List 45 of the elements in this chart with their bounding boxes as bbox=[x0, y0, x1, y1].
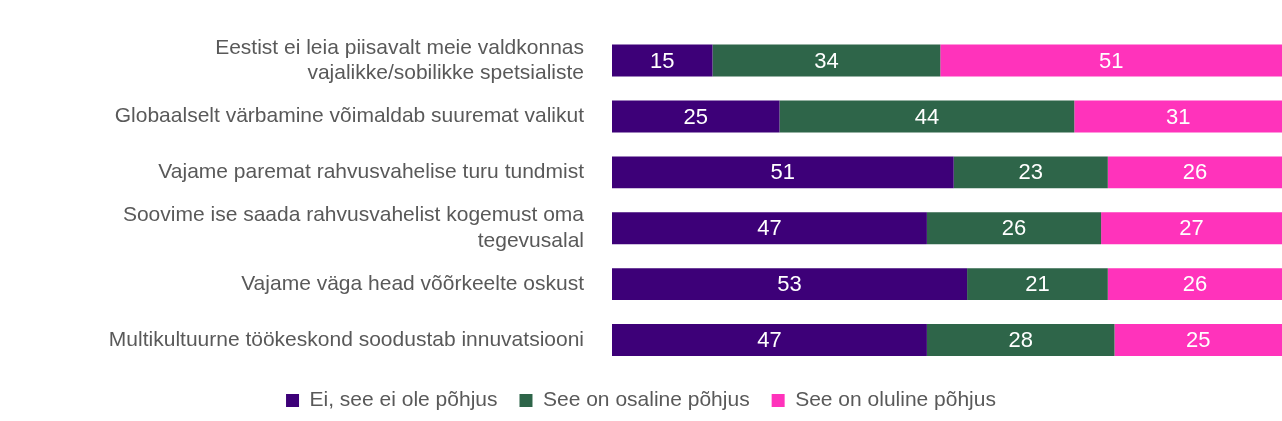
data-label: 23 bbox=[1018, 159, 1043, 185]
data-label: 26 bbox=[1182, 159, 1208, 185]
bar bbox=[612, 100, 780, 133]
data-label: 47 bbox=[757, 215, 782, 241]
bar bbox=[1107, 268, 1282, 301]
data-label: 53 bbox=[777, 271, 802, 297]
data-label: 27 bbox=[1179, 215, 1204, 241]
data-label: 21 bbox=[1025, 271, 1050, 297]
legend-label: Ei, see ei ole põhjus bbox=[309, 387, 498, 411]
bar bbox=[1074, 100, 1282, 133]
data-label: 28 bbox=[1008, 327, 1033, 353]
bar bbox=[926, 324, 1115, 356]
legend-label: See on oluline põhjus bbox=[795, 387, 996, 411]
data-label: 34 bbox=[814, 47, 839, 73]
data-label: 31 bbox=[1165, 103, 1191, 129]
y-tick-label: Soovime ise saada rahvusvahelist kogemust oma tegevusalal bbox=[122, 202, 585, 251]
bar bbox=[967, 268, 1108, 301]
bar bbox=[1114, 324, 1282, 356]
data-label: 26 bbox=[1001, 215, 1027, 241]
y-tick-label: Globaalselt värbamine võimaldab suuremat valikut bbox=[114, 103, 585, 127]
y-tick-label: Vajame väga head võõrkeelte oskust bbox=[241, 270, 585, 294]
bar bbox=[612, 156, 954, 189]
data-label: 51 bbox=[1098, 47, 1124, 73]
y-tick-label: Multikultuurne töökeskond soodustab innuvatsiooni bbox=[108, 326, 584, 350]
bar bbox=[1107, 156, 1282, 189]
data-label: 25 bbox=[683, 103, 708, 129]
bar bbox=[940, 44, 1282, 77]
data-label: 26 bbox=[1182, 271, 1208, 297]
y-tick-label: Vajame paremat rahvusvahelise turu tundmist bbox=[158, 159, 585, 183]
bar bbox=[712, 44, 941, 77]
bar bbox=[1101, 212, 1282, 245]
bar bbox=[612, 324, 927, 356]
data-label: 47 bbox=[757, 327, 782, 353]
y-tick-label: Eestist ei leia piisavalt meie valdkonnas vajalikke/sobilikke spetsialiste bbox=[215, 34, 584, 83]
legend-label: See on osaline põhjus bbox=[542, 387, 750, 411]
bar bbox=[926, 212, 1102, 245]
bar bbox=[612, 268, 968, 301]
data-label: 25 bbox=[1186, 327, 1211, 353]
data-label: 51 bbox=[770, 159, 796, 185]
bar bbox=[953, 156, 1108, 189]
bar bbox=[779, 100, 1075, 133]
data-label: 44 bbox=[914, 103, 940, 129]
bar bbox=[612, 44, 713, 77]
data-label: 15 bbox=[650, 47, 675, 73]
bar bbox=[612, 212, 927, 245]
